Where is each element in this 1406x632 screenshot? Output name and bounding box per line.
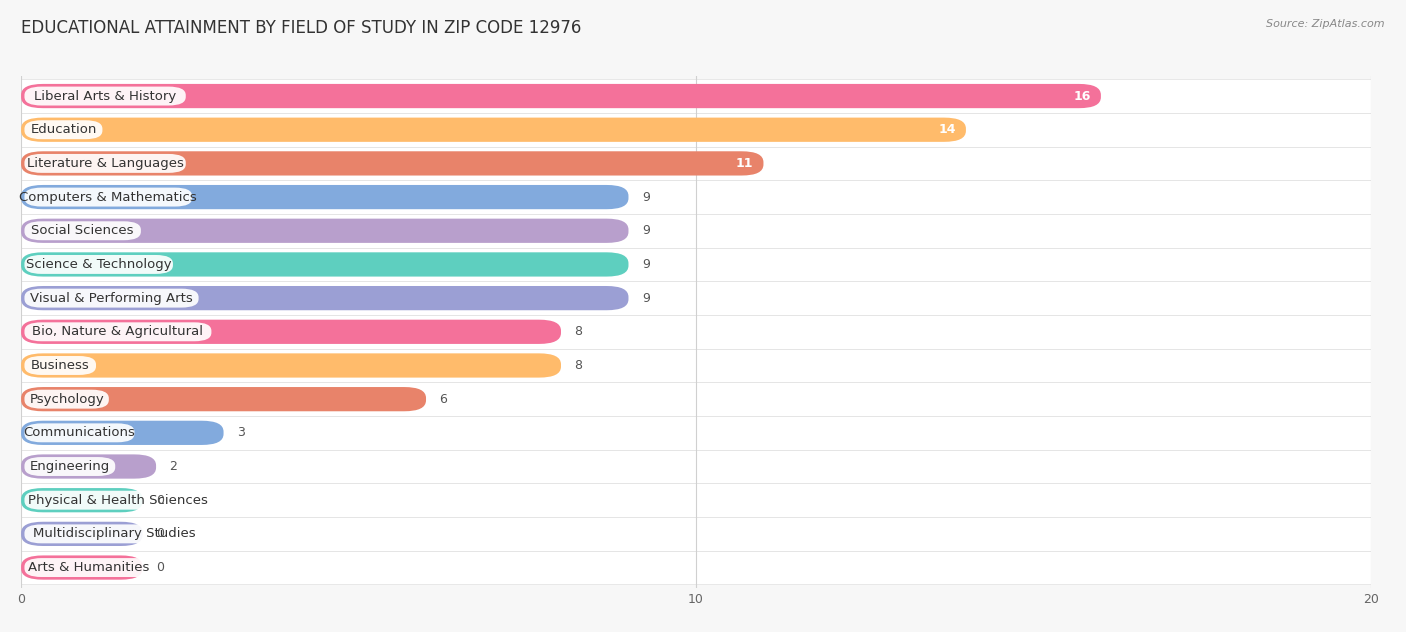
Text: Physical & Health Sciences: Physical & Health Sciences [28, 494, 208, 507]
FancyBboxPatch shape [21, 522, 142, 546]
Text: Engineering: Engineering [30, 460, 110, 473]
FancyBboxPatch shape [21, 315, 1371, 349]
FancyBboxPatch shape [21, 118, 966, 142]
Text: 2: 2 [170, 460, 177, 473]
FancyBboxPatch shape [21, 214, 1371, 248]
Text: 8: 8 [575, 359, 582, 372]
Text: 16: 16 [1073, 90, 1091, 102]
FancyBboxPatch shape [21, 320, 561, 344]
Text: 0: 0 [156, 494, 165, 507]
Text: Psychology: Psychology [30, 392, 104, 406]
FancyBboxPatch shape [21, 450, 1371, 483]
FancyBboxPatch shape [21, 421, 224, 445]
Text: Liberal Arts & History: Liberal Arts & History [34, 90, 176, 102]
FancyBboxPatch shape [24, 289, 198, 308]
FancyBboxPatch shape [24, 390, 108, 409]
FancyBboxPatch shape [21, 387, 426, 411]
FancyBboxPatch shape [21, 147, 1371, 180]
FancyBboxPatch shape [21, 79, 1371, 113]
Text: 9: 9 [643, 224, 650, 237]
FancyBboxPatch shape [24, 457, 115, 476]
FancyBboxPatch shape [24, 525, 205, 544]
Text: 14: 14 [938, 123, 956, 137]
FancyBboxPatch shape [21, 252, 628, 277]
FancyBboxPatch shape [21, 416, 1371, 450]
FancyBboxPatch shape [24, 490, 211, 509]
FancyBboxPatch shape [24, 221, 141, 240]
FancyBboxPatch shape [24, 87, 186, 106]
Text: Multidisciplinary Studies: Multidisciplinary Studies [34, 527, 195, 540]
FancyBboxPatch shape [21, 488, 142, 513]
Text: Visual & Performing Arts: Visual & Performing Arts [30, 291, 193, 305]
Text: Computers & Mathematics: Computers & Mathematics [20, 191, 197, 204]
FancyBboxPatch shape [21, 151, 763, 176]
FancyBboxPatch shape [21, 556, 142, 580]
FancyBboxPatch shape [21, 286, 628, 310]
Text: 11: 11 [735, 157, 754, 170]
Text: Arts & Humanities: Arts & Humanities [28, 561, 150, 574]
Text: 6: 6 [440, 392, 447, 406]
FancyBboxPatch shape [21, 353, 561, 377]
Text: Source: ZipAtlas.com: Source: ZipAtlas.com [1267, 19, 1385, 29]
FancyBboxPatch shape [21, 517, 1371, 550]
Text: 9: 9 [643, 258, 650, 271]
FancyBboxPatch shape [24, 120, 103, 139]
FancyBboxPatch shape [21, 248, 1371, 281]
FancyBboxPatch shape [21, 454, 156, 478]
Text: Education: Education [31, 123, 97, 137]
FancyBboxPatch shape [24, 188, 193, 207]
Text: Science & Technology: Science & Technology [25, 258, 172, 271]
Text: 8: 8 [575, 325, 582, 338]
FancyBboxPatch shape [21, 349, 1371, 382]
FancyBboxPatch shape [21, 180, 1371, 214]
Text: 0: 0 [156, 527, 165, 540]
FancyBboxPatch shape [24, 356, 96, 375]
FancyBboxPatch shape [21, 185, 628, 209]
Text: 0: 0 [156, 561, 165, 574]
Text: 3: 3 [238, 427, 245, 439]
Text: Literature & Languages: Literature & Languages [27, 157, 184, 170]
FancyBboxPatch shape [21, 84, 1101, 108]
Text: Business: Business [31, 359, 90, 372]
FancyBboxPatch shape [21, 550, 1371, 585]
Text: 9: 9 [643, 191, 650, 204]
FancyBboxPatch shape [21, 113, 1371, 147]
FancyBboxPatch shape [24, 423, 135, 442]
FancyBboxPatch shape [24, 558, 153, 577]
Text: Social Sciences: Social Sciences [31, 224, 134, 237]
FancyBboxPatch shape [24, 154, 186, 173]
FancyBboxPatch shape [21, 483, 1371, 517]
FancyBboxPatch shape [21, 219, 628, 243]
FancyBboxPatch shape [24, 255, 173, 274]
FancyBboxPatch shape [21, 281, 1371, 315]
FancyBboxPatch shape [21, 382, 1371, 416]
Text: 9: 9 [643, 291, 650, 305]
Text: Bio, Nature & Agricultural: Bio, Nature & Agricultural [32, 325, 204, 338]
FancyBboxPatch shape [24, 322, 211, 341]
Text: Communications: Communications [24, 427, 135, 439]
Text: EDUCATIONAL ATTAINMENT BY FIELD OF STUDY IN ZIP CODE 12976: EDUCATIONAL ATTAINMENT BY FIELD OF STUDY… [21, 19, 582, 37]
